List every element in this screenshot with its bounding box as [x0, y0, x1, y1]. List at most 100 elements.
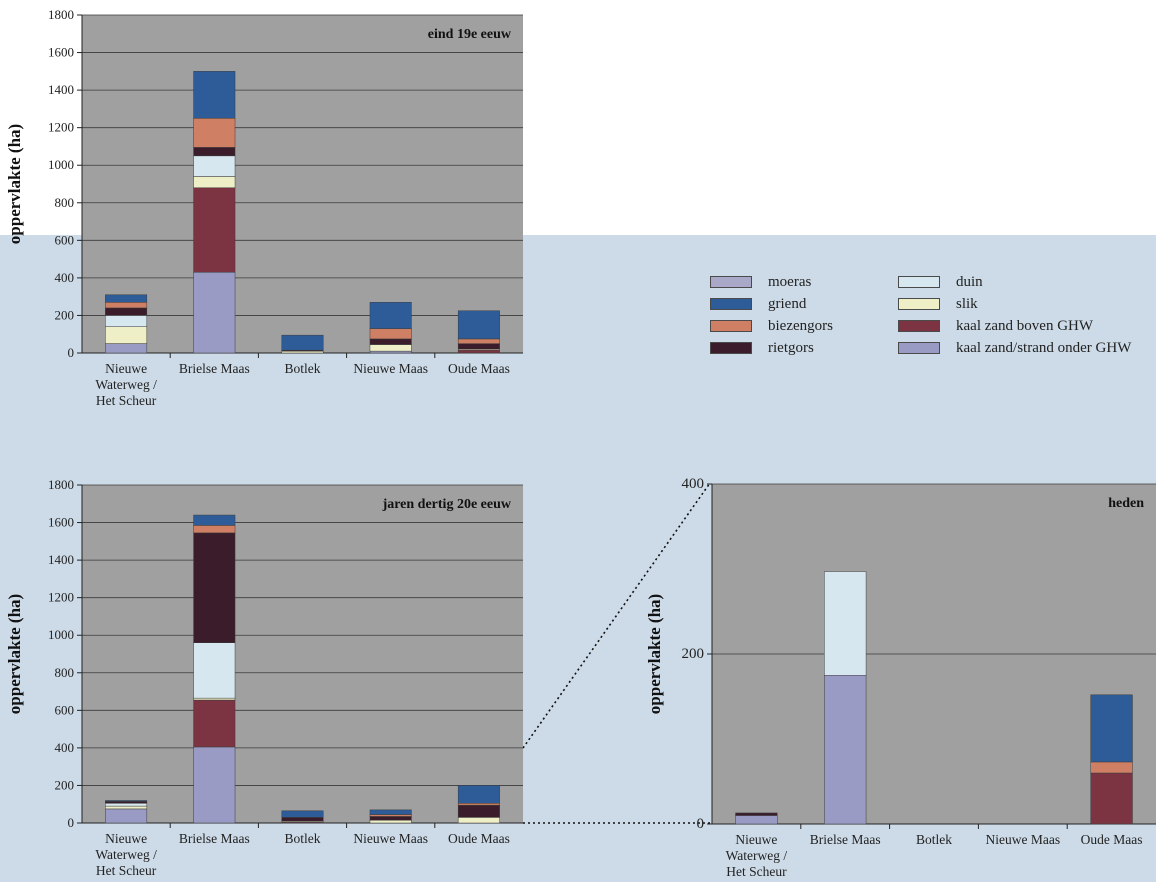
y-tick-label: 1600 — [48, 45, 74, 60]
bar-segment — [193, 514, 236, 526]
legend-swatch — [710, 342, 752, 354]
bar-segment — [735, 812, 778, 816]
bar-segment — [457, 804, 500, 818]
bar-segment — [369, 809, 412, 815]
bar-segment — [457, 817, 500, 824]
y-tick-label: 0 — [68, 345, 75, 360]
bar-segment — [105, 307, 148, 316]
bar-segment — [369, 338, 412, 345]
x-tick-label: Oude Maas — [448, 361, 510, 376]
bar-segment — [369, 328, 412, 340]
bar-segment — [1090, 761, 1133, 774]
legend-label: biezengors — [768, 317, 833, 334]
legend-label: kaal zand boven GHW — [956, 317, 1094, 334]
chart-title: heden — [1108, 496, 1144, 511]
x-tick-label: Het Scheur — [726, 864, 787, 879]
bar-segment — [1090, 772, 1133, 825]
legend-swatch — [710, 276, 752, 288]
bar-segment — [281, 350, 324, 354]
y-tick-label: 1000 — [48, 627, 74, 642]
bar-segment — [281, 334, 324, 351]
bar-segment — [193, 532, 236, 643]
y-tick-label: 200 — [682, 646, 705, 662]
x-tick-label: Botlek — [285, 831, 321, 846]
bar-segment — [193, 699, 236, 748]
plot-area — [82, 15, 523, 353]
legend-label: duin — [956, 273, 983, 290]
bar-segment — [457, 803, 500, 806]
x-tick-label: Botlek — [285, 361, 321, 376]
bar-segment — [193, 697, 236, 701]
bar-segment — [281, 810, 324, 818]
y-tick-label: 0 — [68, 815, 75, 830]
chart-title: jaren dertig 20e eeuw — [382, 497, 512, 512]
legend: moeras griend biezengors rietgors duin slik ka… — [710, 272, 1156, 362]
y-tick-label: 1600 — [48, 515, 74, 530]
y-tick-label: 1800 — [48, 477, 74, 492]
bar-segment — [824, 675, 867, 825]
legend-item: biezengors — [710, 316, 833, 336]
bar-segment — [281, 817, 324, 822]
y-axis-label: oppervlakte (ha) — [5, 124, 24, 244]
bar-segment — [105, 805, 148, 810]
bar-segment — [193, 118, 236, 148]
y-axis-label: oppervlakte (ha) — [5, 594, 24, 714]
y-tick-label: 1000 — [48, 157, 74, 172]
y-tick-label: 0 — [697, 816, 705, 832]
x-tick-label: Waterweg / — [95, 847, 157, 862]
legend-label: rietgors — [768, 339, 814, 356]
bar-segment — [193, 176, 236, 189]
bar-segment — [193, 746, 236, 824]
bar-segment — [193, 147, 236, 157]
y-tick-label: 200 — [55, 307, 75, 322]
bar-segment — [824, 571, 867, 676]
bar-segment — [457, 343, 500, 350]
bar-segment — [457, 310, 500, 340]
bar-segment — [105, 801, 148, 804]
bar-segment — [193, 642, 236, 699]
y-tick-label: 800 — [55, 665, 75, 680]
bar-segment — [457, 349, 500, 354]
x-tick-label: Nieuwe Maas — [353, 361, 428, 376]
y-tick-label: 600 — [55, 702, 75, 717]
y-tick-label: 1200 — [48, 590, 74, 605]
chart-eind-19e-eeuw: 0 200 400 600 800 1000 1200 1400 1600 1800 NieuweW… — [5, 7, 523, 408]
y-tick-label: 600 — [55, 232, 75, 247]
x-tick-label: Nieuwe — [105, 831, 147, 846]
bar-segment — [193, 155, 236, 177]
x-tick-label: Het Scheur — [96, 393, 157, 408]
x-tick-label: Waterweg / — [95, 377, 157, 392]
bar-segment — [105, 343, 148, 354]
plot-area — [82, 485, 523, 823]
y-tick-label: 200 — [55, 777, 75, 792]
y-tick-label: 1200 — [48, 120, 74, 135]
x-tick-label: Waterweg / — [726, 848, 788, 863]
bar-segment — [105, 294, 148, 303]
legend-swatch — [898, 298, 940, 310]
legend-item: griend — [710, 294, 806, 314]
x-tick-label: Oude Maas — [448, 831, 510, 846]
bar-segment — [369, 816, 412, 821]
x-tick-label: Brielse Maas — [179, 361, 250, 376]
bar-segment — [369, 302, 412, 329]
legend-item: moeras — [710, 272, 811, 292]
bar-segment — [457, 785, 500, 804]
x-tick-label: Nieuwe Maas — [985, 832, 1060, 847]
legend-swatch — [898, 276, 940, 288]
chart-jaren-dertig: 0 200 400 600 800 1000 1200 1400 1600 1800 NieuweW… — [5, 477, 523, 878]
legend-swatch — [898, 342, 940, 354]
y-axis-label: oppervlakte (ha) — [645, 594, 664, 714]
x-tick-label: Nieuwe — [105, 361, 147, 376]
x-tick-label: Het Scheur — [96, 863, 157, 878]
bar-segment — [105, 315, 148, 327]
x-tick-label: Nieuwe Maas — [353, 831, 428, 846]
legend-swatch — [710, 298, 752, 310]
bar-segment — [105, 808, 148, 824]
legend-item: slik — [898, 294, 978, 314]
x-tick-label: Brielse Maas — [810, 832, 881, 847]
bar-segment — [105, 326, 148, 344]
legend-label: griend — [768, 295, 807, 312]
x-tick-label: Nieuwe — [735, 832, 777, 847]
bar-segment — [369, 819, 412, 824]
